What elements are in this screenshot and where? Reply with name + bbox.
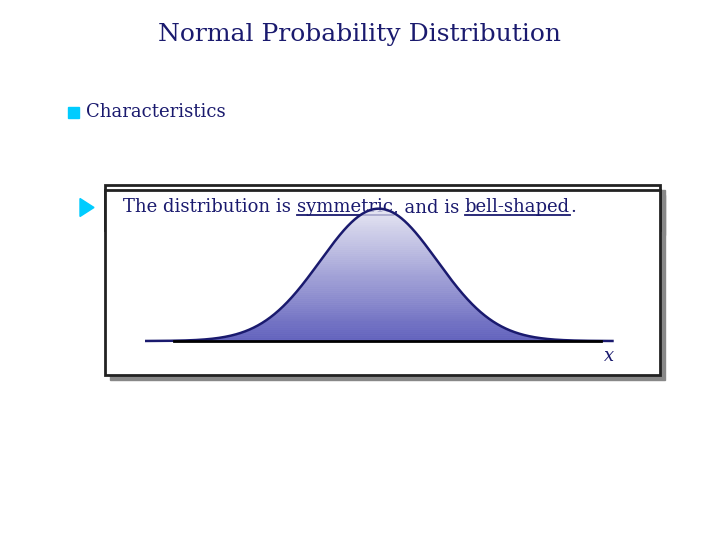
Text: .: . (570, 199, 575, 217)
Bar (105, 185, 660, 230)
Text: x: x (603, 347, 614, 365)
Bar (105, 190, 660, 375)
Text: symmetric: symmetric (297, 199, 392, 217)
Text: Normal Probability Distribution: Normal Probability Distribution (158, 24, 562, 46)
Bar (110, 190, 665, 235)
Bar (110, 195, 665, 380)
Text: bell-shaped: bell-shaped (464, 199, 570, 217)
Text: Characteristics: Characteristics (86, 103, 225, 121)
Polygon shape (80, 199, 94, 217)
Bar (68, 107, 79, 118)
Text: , and is: , and is (392, 199, 464, 217)
Text: The distribution is: The distribution is (123, 199, 297, 217)
